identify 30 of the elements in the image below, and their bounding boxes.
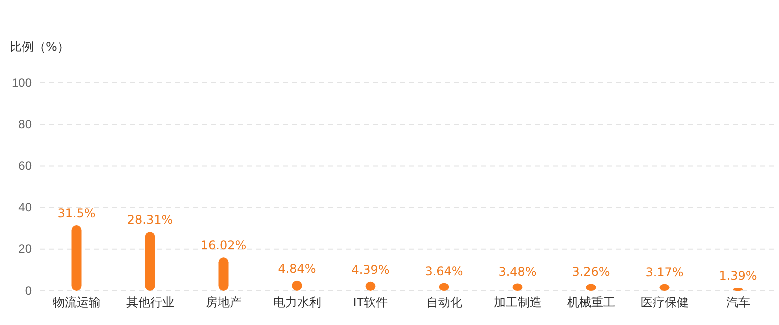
y-tick-label: 40 — [18, 200, 32, 215]
x-tick-label: 物流运输 — [52, 296, 101, 310]
y-axis-title: 比例（%） — [10, 40, 70, 54]
x-tick-label: 医疗保健 — [640, 296, 689, 310]
data-label: 31.5% — [58, 206, 96, 220]
data-label: 3.64% — [425, 264, 464, 278]
data-label: 3.26% — [572, 265, 610, 280]
x-tick-label: 其他行业 — [126, 296, 174, 310]
y-tick-label: 80 — [18, 117, 32, 132]
x-tick-label: 加工制造 — [494, 296, 542, 310]
data-label: 4.84% — [278, 262, 316, 276]
x-tick-label: 机械重工 — [567, 296, 616, 310]
bar — [72, 225, 82, 291]
x-tick-label: 房地产 — [206, 296, 242, 310]
data-label: 3.17% — [646, 265, 684, 280]
x-tick-label: 自动化 — [426, 296, 462, 310]
y-tick-label: 60 — [18, 159, 32, 174]
data-label: 3.48% — [498, 264, 537, 279]
bar — [145, 232, 156, 291]
y-tick-label: 20 — [18, 242, 32, 256]
data-label: 16.02% — [200, 238, 247, 253]
y-tick-label: 0 — [25, 284, 32, 298]
x-tick-label: 汽车 — [726, 296, 750, 310]
x-tick-label: 电力水利 — [273, 296, 322, 310]
data-label: 1.39% — [719, 269, 758, 284]
y-tick-label: 100 — [12, 76, 32, 90]
x-tick-label: IT软件 — [353, 296, 388, 310]
data-label: 28.31% — [127, 213, 174, 228]
data-label: 4.39% — [352, 262, 390, 277]
bar — [218, 258, 229, 291]
